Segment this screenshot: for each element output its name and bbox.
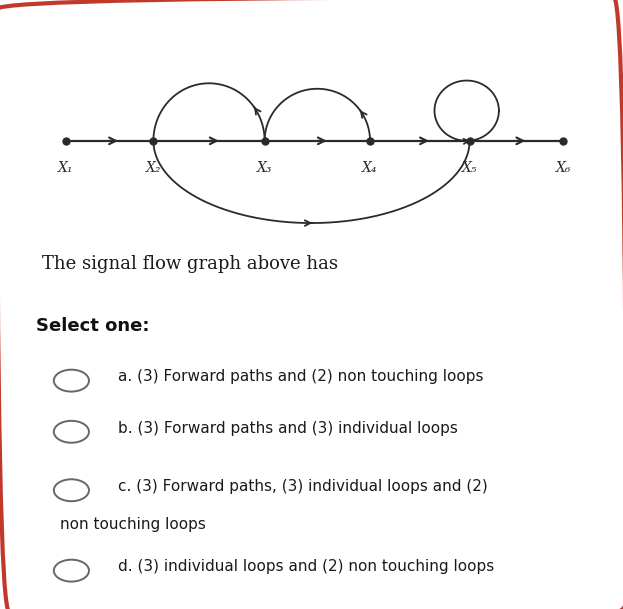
Text: d. (3) individual loops and (2) non touching loops: d. (3) individual loops and (2) non touc… (118, 560, 495, 574)
Text: c. (3) Forward paths, (3) individual loops and (2): c. (3) Forward paths, (3) individual loo… (118, 479, 488, 494)
Text: a. (3) Forward paths and (2) non touching loops: a. (3) Forward paths and (2) non touchin… (118, 370, 483, 384)
Text: X₃: X₃ (257, 161, 272, 175)
Text: X₄: X₄ (363, 161, 378, 175)
Text: X₅: X₅ (462, 161, 477, 175)
Text: X₂: X₂ (146, 161, 161, 175)
Text: X₆: X₆ (556, 161, 571, 175)
Text: Select one:: Select one: (36, 317, 150, 335)
Text: X₁: X₁ (58, 161, 74, 175)
Text: non touching loops: non touching loops (60, 518, 206, 532)
Text: The signal flow graph above has: The signal flow graph above has (42, 255, 338, 273)
Text: b. (3) Forward paths and (3) individual loops: b. (3) Forward paths and (3) individual … (118, 421, 458, 435)
